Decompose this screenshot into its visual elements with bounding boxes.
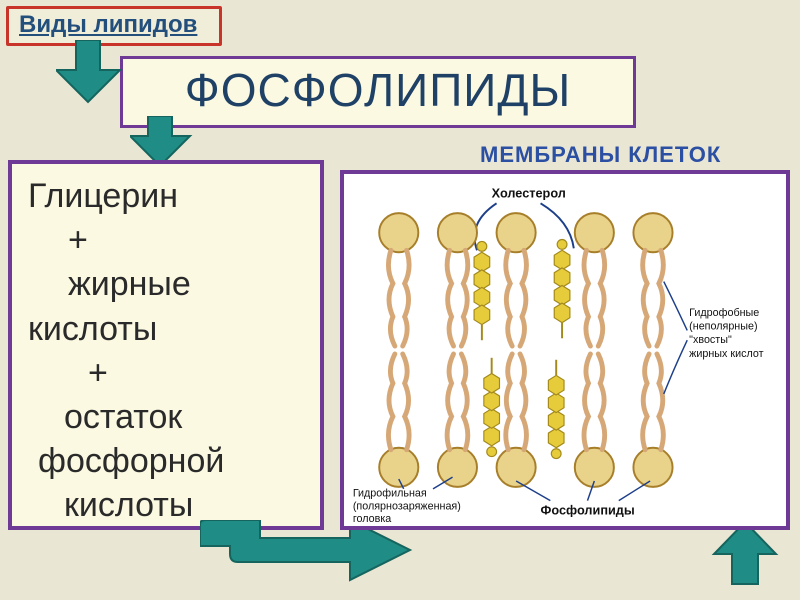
membrane-svg: Холестерол Гидрофобные (неполярные) "хво… [344, 174, 786, 526]
formula-plus2: + [28, 351, 310, 395]
label-hydrophobic-2: (неполярные) [689, 320, 757, 332]
label-hydrophilic-1: Гидрофильная [353, 488, 427, 500]
label-hydrophilic-2: (полярнозаряженная) [353, 500, 461, 512]
formula-l3b: фосфорной [28, 439, 310, 483]
membrane-diagram: Холестерол Гидрофобные (неполярные) "хво… [340, 170, 790, 530]
formula-l1: Глицерин [28, 174, 310, 218]
formula-plus1: + [28, 218, 310, 262]
arrow-top-to-title [56, 40, 136, 120]
formula-l2: жирные [28, 262, 310, 306]
membrane-title: МЕМБРАНЫ КЛЕТОК [480, 142, 721, 168]
label-hydrophobic-4: жирных кислот [689, 348, 763, 360]
label-hydrophilic-3: головка [353, 513, 391, 525]
formula-panel: Глицерин + жирные кислоты + остаток фосф… [8, 160, 324, 530]
label-phospholipids: Фосфолипиды [541, 502, 635, 517]
formula-l3: остаток [28, 395, 310, 439]
label-cholesterol: Холестерол [492, 185, 566, 200]
arrow-formula-to-diagram [200, 520, 420, 590]
label-hydrophobic-3: "хвосты" [689, 334, 732, 346]
formula-l2b: кислоты [28, 307, 310, 351]
label-hydrophobic-1: Гидрофобные [689, 307, 759, 319]
